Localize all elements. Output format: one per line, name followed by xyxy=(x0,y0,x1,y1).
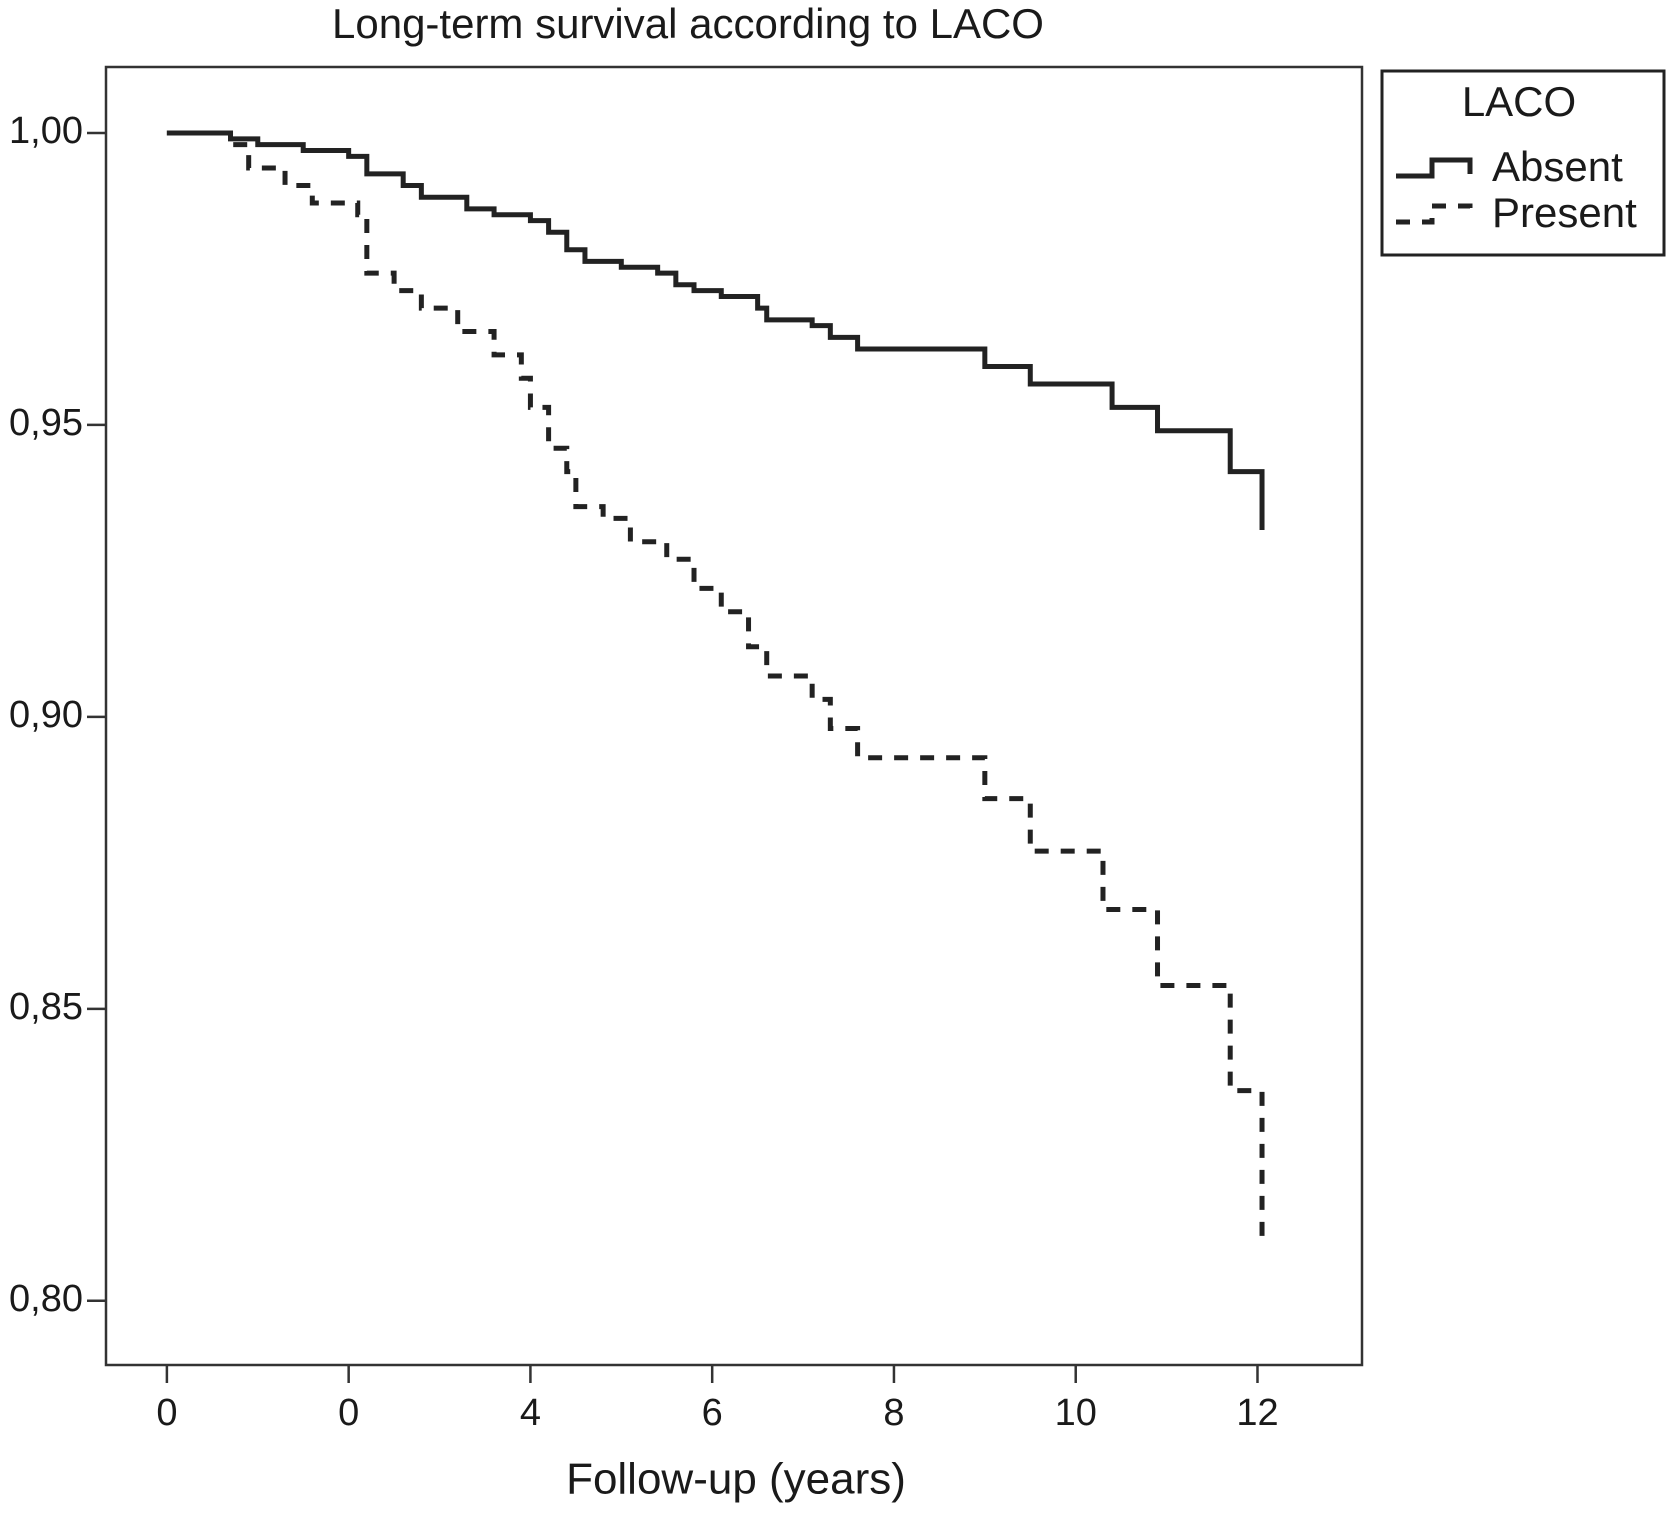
x-tick-label: 12 xyxy=(1236,1392,1278,1434)
x-tick-label: 8 xyxy=(883,1392,904,1434)
y-tick-label: 0,85 xyxy=(9,986,83,1028)
y-tick-label: 1,00 xyxy=(9,110,83,152)
y-tick-label: 0,80 xyxy=(9,1278,83,1320)
legend-label: Absent xyxy=(1492,143,1623,190)
legend-swatch xyxy=(1396,203,1473,225)
y-tick-label: 0,95 xyxy=(9,402,83,444)
chart-title: Long-term survival according to LACO xyxy=(332,0,1044,47)
plot-frame xyxy=(104,65,1364,1367)
y-tick-label: 0,90 xyxy=(9,694,83,736)
x-tick-label: 0 xyxy=(156,1392,177,1434)
legend-label: Present xyxy=(1492,189,1637,236)
survival-curve xyxy=(166,130,1265,1237)
x-tick-label: 0 xyxy=(338,1392,359,1434)
survival-curve xyxy=(166,130,1265,531)
x-axis-label: Follow-up (years) xyxy=(566,1455,906,1504)
legend-swatch xyxy=(1396,157,1473,179)
x-tick-label: 4 xyxy=(520,1392,541,1434)
x-tick-label: 10 xyxy=(1055,1392,1097,1434)
legend-box xyxy=(1380,69,1666,257)
x-tick-label: 6 xyxy=(702,1392,723,1434)
legend-title: LACO xyxy=(1462,78,1576,125)
